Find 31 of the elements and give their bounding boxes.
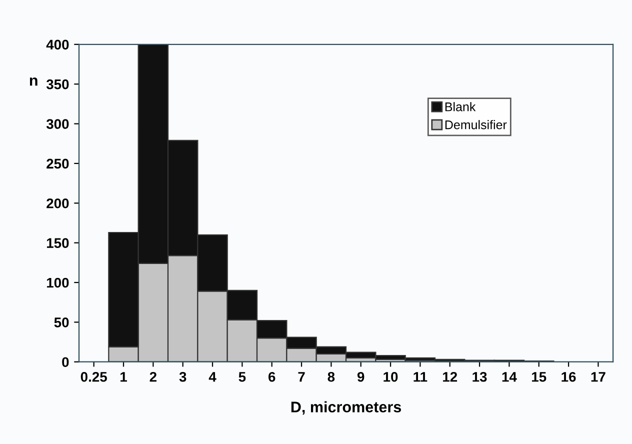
y-tick-label: 350 <box>46 79 69 90</box>
y-tick-label: 0 <box>62 357 69 368</box>
x-tick-label: 13 <box>472 372 487 382</box>
y-tick-label: 50 <box>54 318 69 328</box>
legend-label: Blank <box>445 102 476 112</box>
x-tick-label: 16 <box>562 372 576 382</box>
x-tick-label: 10 <box>384 372 398 382</box>
y-axis-title: n <box>30 77 38 86</box>
x-tick-label: 6 <box>268 372 276 382</box>
x-tick-label: 9 <box>357 372 364 382</box>
y-tick-label: 150 <box>46 238 69 248</box>
y-tick-label: 100 <box>46 278 69 288</box>
y-tick-label: 200 <box>46 198 69 208</box>
legend-label: Demulsifier <box>445 120 507 130</box>
x-tick-label: 7 <box>298 372 305 382</box>
y-tick-label: 250 <box>46 158 69 169</box>
x-tick-label: 1 <box>120 372 127 382</box>
x-tick-label: 2 <box>150 372 156 382</box>
x-tick-label: 11 <box>414 372 428 382</box>
x-tick-label: 12 <box>443 372 458 382</box>
x-tick-label: 4 <box>208 372 216 382</box>
y-tick-label: 400 <box>46 40 69 50</box>
x-tick-label: 5 <box>238 372 246 382</box>
x-tick-label: 17 <box>591 372 606 382</box>
x-tick-label: 0.25 <box>80 372 107 382</box>
y-tick-label: 300 <box>46 119 69 129</box>
x-tick-label: 14 <box>502 372 517 382</box>
x-tick-label: 15 <box>532 372 546 382</box>
x-tick-label: 3 <box>179 372 186 382</box>
x-axis-title: D, micrometers <box>291 401 402 415</box>
x-tick-label: 8 <box>328 372 335 382</box>
